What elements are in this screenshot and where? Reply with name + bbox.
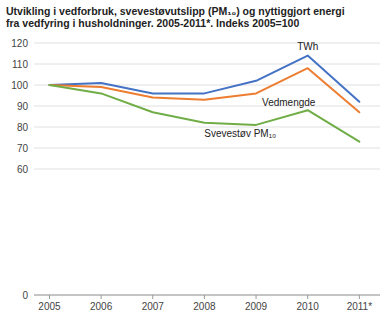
title-line: fra vedfyring i husholdninger. 2005-2011… [6,17,299,29]
y-grid [34,43,380,295]
line-label: Svevestøv PM₁₀ [204,128,276,139]
y-tick-label: 0 [22,290,28,301]
grid-line [34,43,380,44]
grid-line [34,64,380,65]
title-line: Utvikling i vedforbruk, svevestøvutslipp… [6,5,345,17]
title: Utvikling i vedforbruk, svevestøvutslipp… [6,5,345,30]
line-label: Vedmengde [262,97,316,108]
y-tick-label: 80 [17,122,29,133]
grid-line [34,169,380,170]
x-tick-label: 2009 [245,301,268,312]
x-tick-label: 2011* [347,301,373,312]
x-tick [101,295,102,299]
series-line [49,85,359,142]
x-axis-line [34,295,380,296]
x-tick [359,295,360,299]
x-tick [152,295,153,299]
y-tick-label: 100 [11,80,28,91]
y-tick-label: 90 [17,101,29,112]
y-tick-label: 120 [11,38,28,49]
x-tick [49,295,50,299]
grid-line [34,148,380,149]
x-tick-label: 2006 [90,301,113,312]
y-tick-label: 60 [17,164,29,175]
grid-line [34,295,380,296]
series-line [49,56,359,102]
x-tick [256,295,257,299]
x-tick [204,295,205,299]
x-tick [307,295,308,299]
lines [49,56,359,142]
x-tick-label: 2005 [38,301,61,312]
series-line [49,68,359,112]
y-tick-label: 110 [12,59,28,70]
grid-line [34,106,380,107]
y-tick-label: 70 [17,143,29,154]
line-labels: TWh Vedmengde Svevestøv PM₁₀ [204,41,318,139]
chart: Utvikling i vedforbruk, svevestøvutslipp… [0,0,392,317]
x-tick-label: 2010 [297,301,320,312]
x-tick-label: 2008 [193,301,216,312]
x-tick-label: 2007 [142,301,165,312]
line-label: TWh [297,41,318,52]
